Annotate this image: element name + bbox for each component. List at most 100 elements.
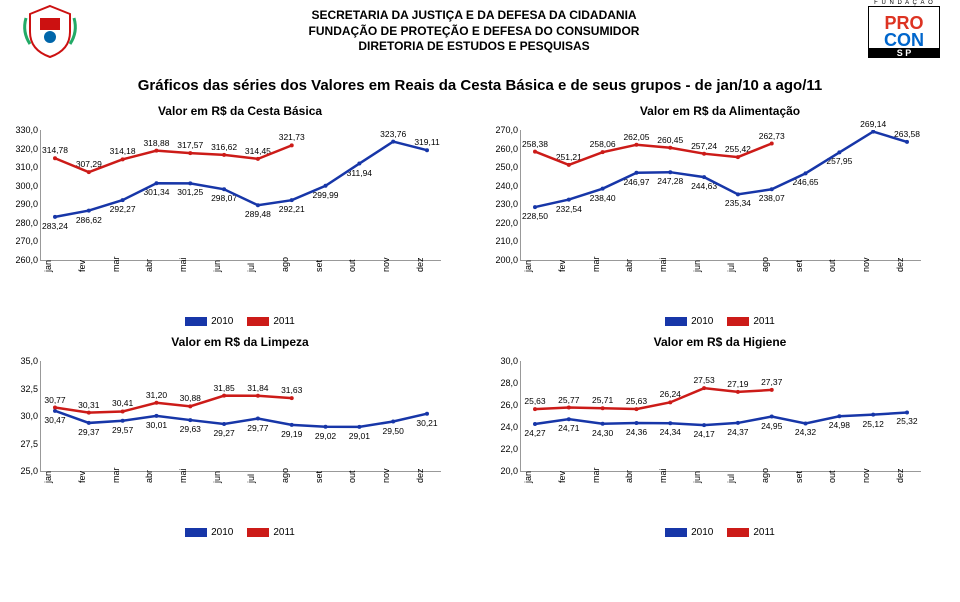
series-marker <box>702 423 706 427</box>
x-tick-label: fev <box>557 260 567 272</box>
series-marker <box>668 146 672 150</box>
series-marker <box>256 157 260 161</box>
plot-area: 200,0210,0220,0230,0240,0250,0260,0270,0… <box>520 130 921 261</box>
header-line-3: DIRETORIA DE ESTUDOS E PESQUISAS <box>80 39 868 55</box>
series-marker <box>837 150 841 154</box>
y-tick-label: 28,0 <box>500 378 521 388</box>
state-coat-of-arms-icon <box>20 4 80 59</box>
series-marker <box>53 406 57 410</box>
x-tick-label: abr <box>624 259 634 272</box>
x-tick-label: set <box>314 471 324 483</box>
y-tick-label: 280,0 <box>15 218 41 228</box>
legend-swatch <box>247 317 269 326</box>
series-marker <box>668 400 672 404</box>
series-marker <box>804 421 808 425</box>
series-marker <box>222 187 226 191</box>
series-marker <box>121 409 125 413</box>
series-marker <box>601 406 605 410</box>
x-tick-label: jun <box>212 471 222 483</box>
legend-label: 2010 <box>691 527 713 538</box>
legend-item: 2011 <box>247 316 295 327</box>
x-tick-label: out <box>827 470 837 483</box>
series-marker <box>154 414 158 418</box>
chart-canvas: 25,027,530,032,535,0janfevmarabrmaijunju… <box>40 351 450 503</box>
x-tick-label: set <box>794 260 804 272</box>
series-marker <box>736 390 740 394</box>
series-marker <box>770 142 774 146</box>
lines-svg <box>41 361 441 471</box>
series-marker <box>87 411 91 415</box>
series-marker <box>53 215 57 219</box>
series-marker <box>154 401 158 405</box>
legend-label: 2011 <box>273 316 295 327</box>
y-tick-label: 300,0 <box>15 181 41 191</box>
y-tick-label: 30,0 <box>20 411 41 421</box>
series-marker <box>222 394 226 398</box>
series-marker <box>357 425 361 429</box>
legend: 20102011 <box>10 503 470 538</box>
series-marker <box>601 422 605 426</box>
legend-swatch <box>185 317 207 326</box>
chart-canvas: 260,0270,0280,0290,0300,0310,0320,0330,0… <box>40 120 450 292</box>
legend-swatch <box>727 528 749 537</box>
legend-swatch <box>727 317 749 326</box>
plot-area: 260,0270,0280,0290,0300,0310,0320,0330,0… <box>40 130 441 261</box>
series-marker <box>871 413 875 417</box>
series-marker <box>702 175 706 179</box>
series-line <box>55 411 427 427</box>
y-tick-label: 24,0 <box>500 422 521 432</box>
y-tick-label: 220,0 <box>495 218 521 228</box>
series-line <box>535 412 907 425</box>
x-tick-label: fev <box>557 471 567 483</box>
legend-label: 2010 <box>691 316 713 327</box>
procon-logo-icon: F U N D A Ç Ã O PRO CON S P <box>868 6 940 58</box>
y-tick-label: 270,0 <box>15 236 41 246</box>
x-tick-label: jan <box>523 471 533 483</box>
series-marker <box>391 140 395 144</box>
series-marker <box>905 410 909 414</box>
series-marker <box>391 420 395 424</box>
plot-area: 25,027,530,032,535,0janfevmarabrmaijunju… <box>40 361 441 472</box>
series-marker <box>290 396 294 400</box>
legend: 2010 2011 <box>490 292 950 327</box>
series-marker <box>324 184 328 188</box>
x-tick-label: jul <box>726 263 736 272</box>
series-marker <box>736 192 740 196</box>
series-marker <box>222 422 226 426</box>
chart: Valor em R$ da Cesta Básica 260,0270,0280… <box>10 104 470 327</box>
x-tick-label: jun <box>212 260 222 272</box>
y-tick-label: 240,0 <box>495 181 521 191</box>
legend-label: 2011 <box>753 527 775 538</box>
y-tick-label: 230,0 <box>495 199 521 209</box>
x-tick-label: jul <box>246 263 256 272</box>
y-tick-label: 27,5 <box>20 439 41 449</box>
header-line-1: SECRETARIA DA JUSTIÇA E DA DEFESA DA CID… <box>80 8 868 24</box>
series-marker <box>222 153 226 157</box>
x-tick-label: jul <box>726 474 736 483</box>
legend-swatch <box>665 317 687 326</box>
series-marker <box>121 198 125 202</box>
legend-swatch <box>665 528 687 537</box>
legend-item: 2010 <box>665 527 713 538</box>
y-tick-label: 330,0 <box>15 125 41 135</box>
x-tick-label: set <box>794 471 804 483</box>
series-marker <box>87 209 91 213</box>
legend-item: 2010 <box>185 316 233 327</box>
series-marker <box>87 170 91 174</box>
x-tick-label: out <box>827 259 837 272</box>
chart-title: Valor em R$ da Cesta Básica <box>10 104 470 118</box>
x-tick-label: jun <box>692 260 702 272</box>
series-marker <box>668 170 672 174</box>
legend-item: 2011 <box>727 316 775 327</box>
series-marker <box>324 425 328 429</box>
x-tick-label: jan <box>43 260 53 272</box>
series-marker <box>290 198 294 202</box>
series-marker <box>736 421 740 425</box>
chart-title: Valor em R$ da Alimentação <box>490 104 950 118</box>
series-marker <box>634 407 638 411</box>
lines-svg <box>521 361 921 471</box>
series-marker <box>702 152 706 156</box>
series-marker <box>188 418 192 422</box>
series-marker <box>290 143 294 147</box>
series-marker <box>188 151 192 155</box>
